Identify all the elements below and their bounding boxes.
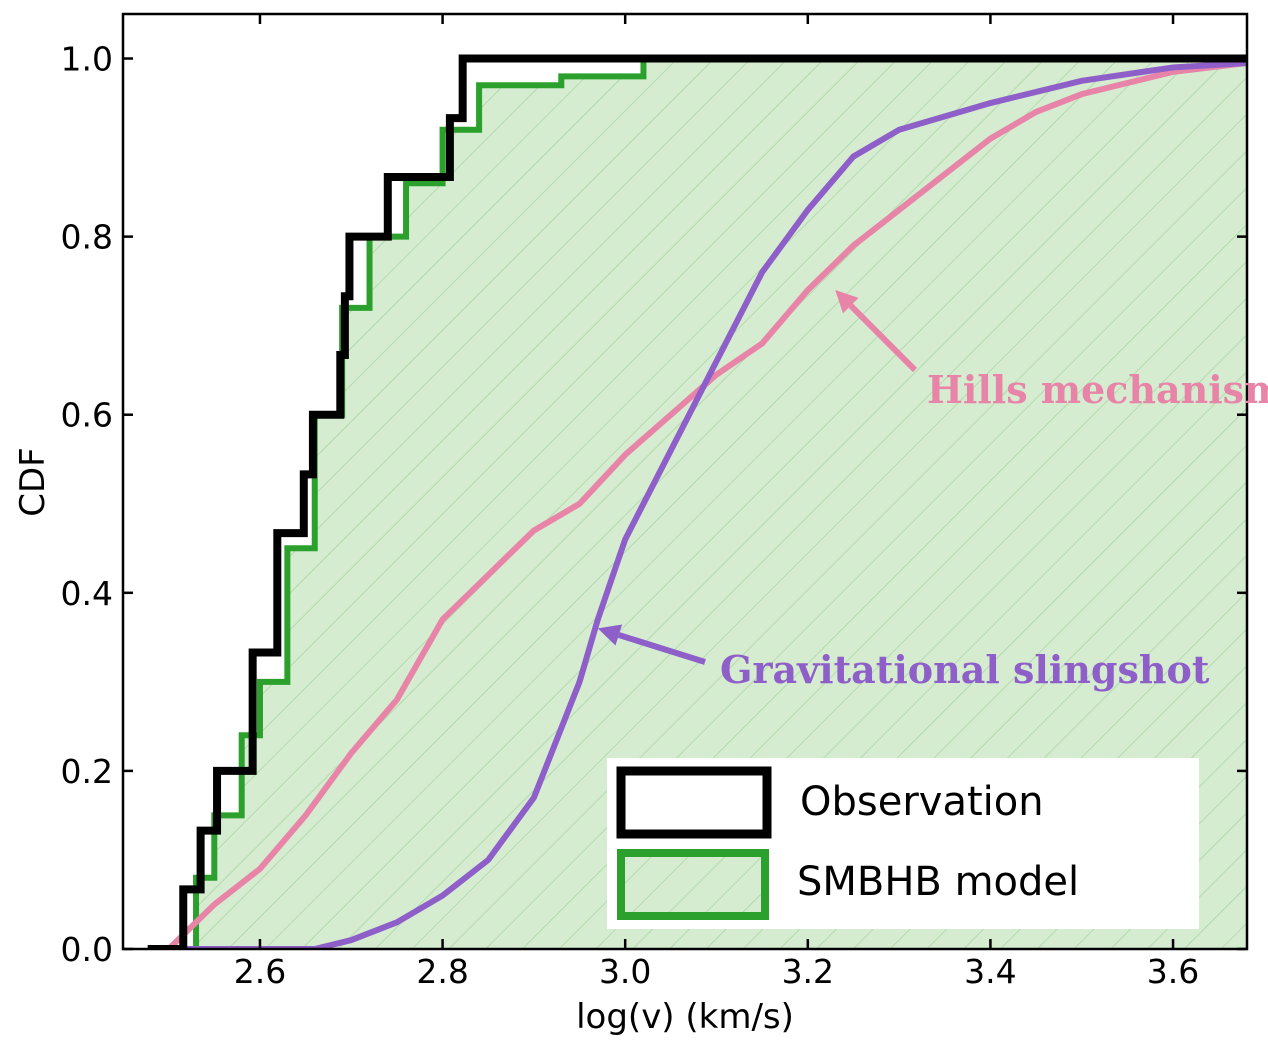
x-tick-label: 3.6 bbox=[1147, 952, 1199, 991]
y-tick-label: 0.6 bbox=[61, 396, 113, 435]
legend-label-observation: Observation bbox=[800, 779, 1044, 825]
x-tick-label: 2.8 bbox=[416, 952, 468, 991]
y-tick-label: 0.0 bbox=[61, 930, 113, 969]
y-tick-label: 0.2 bbox=[61, 752, 113, 791]
x-tick-label: 3.4 bbox=[964, 952, 1016, 991]
annotation-label: Gravitational slingshot bbox=[720, 647, 1210, 692]
x-axis-label: log(v) (km/s) bbox=[576, 997, 794, 1037]
x-tick-label: 3.2 bbox=[782, 952, 834, 991]
y-tick-label: 1.0 bbox=[61, 40, 113, 79]
series-line-hills-mechanism bbox=[166, 59, 1247, 949]
legend-swatch-observation bbox=[616, 766, 772, 839]
x-tick-label: 2.6 bbox=[234, 952, 286, 991]
legend: Observation SMBHB model bbox=[607, 758, 1199, 929]
x-tick-label: 3.0 bbox=[599, 952, 651, 991]
annotation-arrowhead bbox=[597, 624, 623, 646]
y-axis-label: CDF bbox=[13, 447, 53, 516]
annotation-arrow bbox=[617, 632, 706, 665]
annotation-arrowhead bbox=[835, 290, 859, 314]
series-line-observation bbox=[147, 54, 1247, 949]
y-tick-label: 0.4 bbox=[61, 574, 113, 613]
annotation-arrow bbox=[848, 303, 918, 373]
legend-label-smbhb: SMBHB model bbox=[797, 859, 1079, 905]
series-line-gravitational-slingshot bbox=[168, 59, 1247, 949]
series-fill-smbhb-model bbox=[177, 58, 1247, 949]
annotation-label: Hills mechanism bbox=[927, 367, 1268, 412]
plot-frame bbox=[121, 12, 1249, 951]
y-tick-label: 0.8 bbox=[61, 218, 113, 257]
legend-swatch-smbhb bbox=[617, 849, 769, 920]
